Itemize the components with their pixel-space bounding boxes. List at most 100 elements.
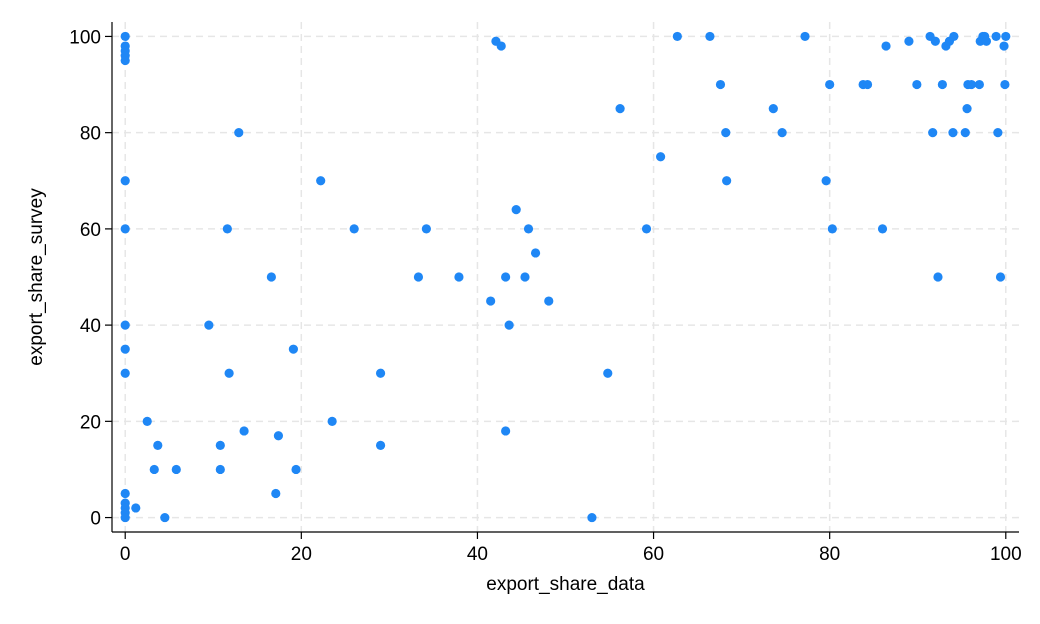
data-point [375,368,386,378]
data-point [1001,31,1011,42]
data-point [120,176,130,186]
data-point [224,368,234,378]
data-point [672,31,682,42]
data-point [656,152,666,162]
data-point [153,440,163,450]
data-point [291,464,301,475]
data-point [120,368,130,378]
data-point [881,41,891,51]
x-tick-label: 0 [120,544,131,565]
data-point [641,224,652,234]
data-point [933,272,943,282]
data-point [768,104,778,114]
data-point [603,368,613,378]
data-point [375,440,386,450]
data-point [993,128,1003,138]
data-point [948,128,958,138]
data-point [501,426,511,436]
data-point [991,31,1001,42]
grid-layer [112,22,1019,532]
data-point [204,320,214,330]
data-point [239,426,249,436]
data-point [149,464,159,475]
data-point [266,272,276,282]
data-point [530,248,541,258]
data-point [120,488,130,499]
data-point [316,176,326,186]
data-point [501,272,511,282]
data-point [520,272,530,282]
data-point [912,79,922,90]
y-tick-label: 100 [69,27,101,48]
data-point [215,440,225,450]
data-point [928,128,938,138]
data-point [504,320,514,330]
data-point [120,512,130,523]
y-axis-title: export_share_survey [26,188,47,366]
axes-layer [111,22,1019,533]
data-point [974,79,984,90]
data-point [827,224,837,234]
points-layer [120,31,1011,523]
data-point [800,31,810,42]
data-point [995,272,1006,282]
ticks-layer: 0 20 40 60 80 100 0 20 40 60 80 100 [69,27,1021,565]
data-point [120,344,130,354]
data-point [120,224,130,234]
data-point [821,176,831,186]
data-point [777,128,787,138]
data-point [721,128,731,138]
data-point [215,464,225,475]
data-point [273,431,284,441]
y-tick-label: 20 [80,412,101,433]
y-tick-label: 0 [90,509,101,530]
data-point [715,79,726,90]
data-point [825,79,835,90]
data-point [327,416,337,426]
data-point [1000,79,1010,90]
x-tick-label: 80 [819,544,840,565]
y-tick-label: 60 [80,220,101,241]
x-axis-title: export_share_data [486,574,645,595]
data-point [877,224,888,234]
data-point [288,344,298,354]
data-point [966,79,977,90]
data-point [960,128,970,138]
data-point [705,31,715,42]
data-point [120,31,130,42]
data-point [544,296,554,306]
x-tick-label: 60 [643,544,664,565]
data-point [949,31,959,42]
y-tick-label: 40 [80,316,101,337]
y-tick-label: 80 [80,124,101,145]
data-point [234,128,244,138]
data-point [930,36,940,46]
data-point [120,320,130,330]
data-point [486,296,496,306]
x-tick-label: 20 [291,544,312,565]
x-tick-label: 40 [467,544,488,565]
data-point [131,503,141,513]
data-point [496,41,506,51]
data-point [937,79,947,90]
data-point [862,79,873,90]
data-point [615,104,625,114]
data-point [962,104,972,114]
data-point [587,512,597,523]
data-point [142,416,152,426]
data-point [511,205,521,215]
data-point [454,272,464,282]
data-point [421,224,431,234]
data-point [120,55,130,66]
data-point [413,272,424,282]
data-point [904,36,914,46]
data-point [222,224,232,234]
data-point [722,176,732,186]
data-point [523,224,534,234]
data-point [999,41,1009,51]
data-point [171,464,181,475]
data-point [981,36,992,46]
data-point [160,512,170,523]
x-tick-label: 100 [990,544,1022,565]
